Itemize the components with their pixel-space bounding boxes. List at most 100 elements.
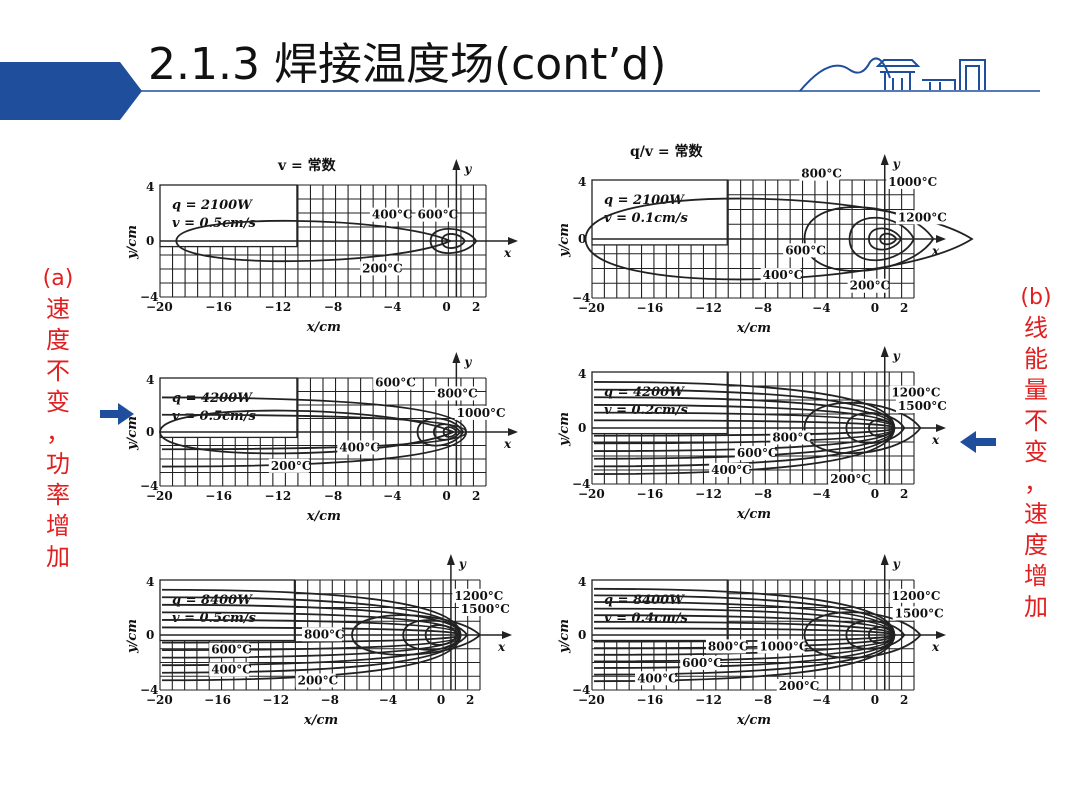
y-axis-arrow-icon [880,154,889,165]
isotherm [441,233,466,249]
left-label-char: 变 [46,388,70,416]
speed-value: v = 0.5cm/s [172,216,257,231]
isotherm [593,587,896,636]
y-tick-label: 4 [146,575,154,589]
label-bg [705,639,746,654]
y-tick-label: 0 [578,232,586,246]
y-tick-label: 0 [146,425,154,439]
left-label-char: 增 [46,512,70,540]
isotherm [593,634,896,663]
y-axis-arrow-icon [880,554,889,565]
isotherm [593,427,896,468]
label-bg [209,642,250,657]
left-label-char: ， [46,419,70,447]
x-tick-label: −8 [324,489,342,503]
x-tick-label: −16 [637,693,664,707]
label-bg [770,430,811,445]
x-axis-mark: x [931,640,940,654]
temperature-label: 400°C [339,440,380,454]
temperature-label: 800°C [708,639,749,653]
speed-value: v = 0.2cm/s [604,403,689,418]
label-bg [783,243,824,258]
isotherm [868,227,903,251]
label-bg [889,385,937,400]
y-tick-label: −4 [140,683,158,697]
isotherm [402,619,469,651]
y-axis-arrow-icon [446,554,455,565]
label-bg [295,673,336,688]
right-label-char: 速 [1024,500,1048,528]
x-tick-label: −12 [695,487,722,501]
isotherm [429,228,478,254]
temperature-label: 1200°C [891,589,940,603]
right-label-char: (b) [1020,285,1052,310]
isotherm [593,381,896,429]
y-tick-label: 4 [578,575,586,589]
left-arrow-icon [960,431,996,453]
y-axis-label: y/cm [125,416,140,451]
label-bg [458,602,506,616]
temperature-label: 800°C [772,430,813,444]
isotherm [175,219,453,263]
isotherm [432,423,461,441]
right-label-char: 度 [1024,531,1048,559]
temperature-label: 400°C [372,208,413,222]
isotherm [593,419,896,429]
power-value: q = 2100W [172,198,253,213]
x-tick-label: −20 [578,301,605,315]
temperature-label: 400°C [211,663,252,677]
speed-value: v = 0.4cm/s [604,611,689,626]
temperature-label: 200°C [830,472,871,486]
x-axis-label: x/cm [303,713,338,728]
panel-b1: q = 2100W v = 0.1cm/s x y 4 0 −4 y/cm −20 −16 −12 −… [557,154,974,336]
speed-value: v = 0.1cm/s [604,211,689,226]
y-tick-label: −4 [572,477,590,491]
x-tick-label: −20 [146,300,173,314]
isotherm [593,388,896,429]
temperature-label: 600°C [785,243,826,257]
isotherm [161,626,462,636]
isotherm [593,634,896,669]
temperature-labels: 1200°C 1500°C 800°C 1000°C 600°C 400°C 200°C [635,588,944,693]
x-tick-label: 0 [442,489,450,503]
y-axis-label: y/cm [125,619,140,654]
isotherm [159,409,456,455]
x-tick-label: −16 [637,487,664,501]
power-value: q = 4200W [604,385,685,400]
x-axis-arrow-icon [936,631,946,639]
isotherm [161,634,462,659]
x-axis-arrow-icon [936,235,946,243]
temperature-label: 600°C [737,446,778,460]
x-tick-label: 0 [871,487,879,501]
temperature-label: 200°C [271,459,312,473]
temperature-label: 200°C [779,679,820,693]
x-tick-label: −4 [812,487,830,501]
isotherm [161,634,462,644]
right-label-char: 线 [1024,314,1048,342]
y-axis-mark: y [458,557,467,571]
right-label-char: ， [1024,469,1048,497]
x-axis-arrow-icon [508,237,518,245]
y-tick-label: 0 [146,628,154,642]
x-tick-label: −16 [205,300,232,314]
isotherm [593,411,896,429]
university-logo-icon [799,57,986,92]
left-label-char: 率 [46,481,70,509]
isotherms [593,587,922,683]
isotherm [593,607,896,636]
temperature-label: 1500°C [898,399,947,413]
x-tick-label: −16 [204,693,231,707]
temperature-label: 600°C [375,376,416,390]
isotherm [161,634,462,682]
power-value: q = 2100W [604,193,685,208]
x-axis-mark: x [931,244,940,258]
isotherm [593,404,896,429]
y-axis-label: y/cm [125,225,140,260]
right-side-label: (b) 线能量不变 ， 速度增加 [1018,282,1054,623]
left-label-char: 功 [46,450,70,478]
x-tick-label: −16 [637,301,664,315]
label-bg [828,471,869,486]
